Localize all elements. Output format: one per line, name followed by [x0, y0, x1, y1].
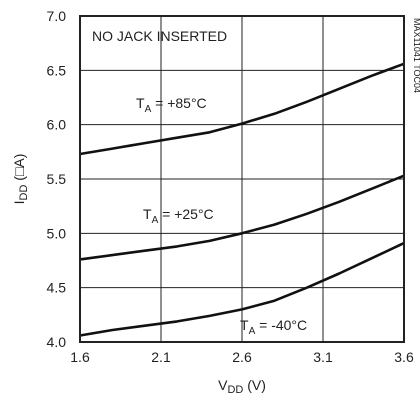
- series-label-main: T: [136, 95, 145, 111]
- x-tick-label: 1.6: [70, 349, 90, 365]
- series-line-0: [79, 62, 405, 156]
- series-label-rest: = +25°C: [158, 206, 213, 222]
- y-tick-label: 7.0: [47, 8, 67, 24]
- curves: [79, 62, 405, 337]
- x-axis-label-sub: DD: [227, 384, 243, 396]
- series-line-2: [79, 241, 405, 337]
- series-line-1: [79, 174, 405, 261]
- series-label-2: TA = -40°C: [240, 317, 307, 337]
- x-tick-label: 2.6: [232, 349, 252, 365]
- tick-labels: 1.6 2.1 2.6 3.1 3.6 4.0 4.5 5.0 5.5 6.0 6.5 7.0: [47, 8, 414, 365]
- y-axis-label-unit: (□A): [11, 154, 27, 185]
- x-tick-label: 3.1: [313, 349, 333, 365]
- y-tick-label: 6.5: [47, 62, 67, 78]
- x-axis-label-unit: (V): [243, 377, 266, 393]
- figure-code: MAX11041 TOC04: [412, 18, 420, 93]
- x-tick-label: 3.6: [394, 349, 414, 365]
- y-axis-label: IDD (□A): [11, 154, 30, 205]
- series-label-rest: = +85°C: [151, 95, 206, 111]
- annotation-no-jack: NO JACK INSERTED: [92, 28, 227, 44]
- y-tick-label: 6.0: [47, 117, 67, 133]
- series-label-main: T: [240, 317, 249, 333]
- grid: [80, 16, 404, 342]
- y-axis-label-main: I: [11, 201, 27, 205]
- y-tick-label: 5.5: [47, 171, 67, 187]
- series-label-rest: = -40°C: [255, 317, 307, 333]
- series-label-0: TA = +85°C: [136, 95, 207, 115]
- y-tick-label: 4.0: [47, 334, 67, 350]
- series-label-sub: A: [249, 326, 256, 337]
- series-label-sub: A: [145, 104, 152, 115]
- y-tick-label: 5.0: [47, 225, 67, 241]
- x-tick-label: 2.1: [151, 349, 171, 365]
- series-label-main: T: [143, 206, 152, 222]
- y-tick-label: 4.5: [47, 280, 67, 296]
- series-label-1: TA = +25°C: [143, 206, 214, 226]
- x-axis-label-main: V: [218, 377, 228, 393]
- x-axis-label: VDD (V): [218, 377, 266, 396]
- series-label-sub: A: [152, 215, 159, 226]
- y-axis-label-sub: DD: [18, 185, 30, 201]
- series-labels: TA = +85°CTA = +25°CTA = -40°C: [136, 95, 307, 337]
- plot-frame: [79, 15, 405, 343]
